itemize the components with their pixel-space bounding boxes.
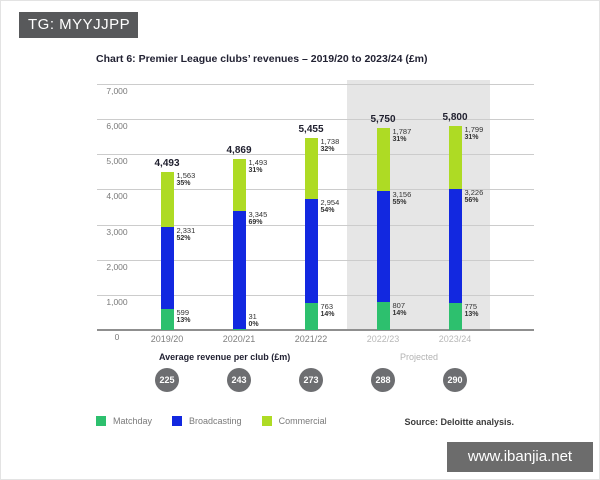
bar-segment-broadcasting (160, 227, 174, 309)
bar-total-label: 4,869 (226, 144, 252, 156)
x-axis-line (97, 329, 534, 331)
average-revenue-circle: 288 (371, 368, 395, 392)
legend-label: Broadcasting (189, 416, 242, 426)
y-tick-label: 3,000 (106, 226, 128, 237)
segment-value-label: 2,954 54% (320, 198, 340, 215)
segment-value-label: 807 14% (392, 300, 407, 317)
projected-band (347, 80, 490, 330)
average-revenue-circle: 273 (299, 368, 323, 392)
bar-segment-commercial (376, 127, 390, 191)
bar-segment-matchday (448, 302, 462, 330)
bar-segment-broadcasting (448, 189, 462, 303)
average-revenue-label: Average revenue per club (£m) (159, 352, 291, 362)
y-tick-label: 0 (114, 332, 120, 342)
segment-value-label: 1,563 35% (176, 171, 196, 187)
bar-segment-matchday (376, 301, 390, 330)
segment-value-label: 1,799 31% (464, 125, 484, 142)
bar-segment-broadcasting (232, 211, 246, 329)
segment-value-label: 2,331 52% (176, 226, 196, 242)
segment-value-label: 31 0% (248, 312, 259, 328)
bar-segment-commercial (304, 138, 318, 200)
legend-label: Commercial (278, 416, 327, 426)
bar-segment-broadcasting (376, 190, 390, 302)
segment-value-label: 599 13% (176, 307, 191, 324)
broadcasting-swatch-icon (172, 416, 183, 426)
legend-item-matchday: Matchday (96, 416, 152, 426)
legend-item-broadcasting: Broadcasting (172, 416, 242, 426)
matchday-swatch-icon (96, 416, 106, 426)
segment-value-label: 775 13% (464, 301, 479, 318)
bar-segment-matchday (232, 328, 246, 330)
segment-value-label: 1,738 32% (320, 137, 340, 154)
x-tick-label: 2021/22 (294, 334, 328, 344)
y-tick-label: 4,000 (106, 191, 128, 202)
segment-value-label: 3,156 55% (392, 189, 412, 206)
watermark-badge: www.ibanjia.net (447, 442, 593, 472)
y-tick-label: 5,000 (106, 156, 128, 167)
bar-segment-broadcasting (304, 199, 318, 304)
y-tick-label: 1,000 (106, 296, 128, 307)
grid-line (97, 84, 534, 85)
bar-total-label: 5,455 (298, 124, 324, 136)
x-tick-label: 2019/20 (150, 334, 184, 344)
segment-value-label: 3,226 56% (464, 188, 484, 205)
legend-label: Matchday (113, 416, 153, 426)
bar-total-label: 5,800 (442, 112, 468, 124)
y-tick-label: 6,000 (106, 121, 128, 132)
segment-value-label: 763 14% (320, 302, 335, 319)
projected-label: Projected (399, 352, 439, 362)
average-revenue-circle: 243 (227, 368, 251, 392)
segment-value-label: 1,787 31% (392, 126, 412, 143)
bar-segment-commercial (232, 158, 246, 212)
average-revenue-circle: 290 (443, 368, 467, 392)
bar-segment-matchday (160, 308, 174, 330)
x-tick-label: 2022/23 (366, 334, 400, 344)
legend-item-commercial: Commercial (261, 416, 327, 426)
tg-badge: TG: MYYJJPP (19, 12, 138, 38)
chart-plot-area: 0 1,000 2,000 3,000 4,000 5,000 6,000 7,000 599 1… (97, 80, 534, 392)
source-note: Source: Deloitte analysis. (404, 417, 514, 427)
x-tick-label: 2020/21 (222, 334, 256, 344)
segment-value-label: 3,345 69% (248, 210, 268, 227)
segment-value-label: 1,493 31% (248, 157, 268, 174)
chart-title: Chart 6: Premier League clubs’ revenues … (96, 53, 428, 65)
average-revenue-circle: 225 (155, 368, 179, 392)
bar-total-label: 5,750 (370, 113, 396, 125)
bar-segment-commercial (448, 126, 462, 190)
legend: Matchday Broadcasting Commercial (96, 416, 347, 426)
bar-segment-commercial (160, 172, 174, 228)
bar-total-label: 4,493 (154, 158, 180, 170)
commercial-swatch-icon (261, 416, 272, 426)
y-tick-label: 2,000 (106, 261, 128, 272)
grid-line (97, 119, 534, 121)
x-tick-label: 2023/24 (438, 334, 472, 344)
y-tick-label: 7,000 (106, 86, 128, 96)
bar-segment-matchday (304, 303, 318, 330)
